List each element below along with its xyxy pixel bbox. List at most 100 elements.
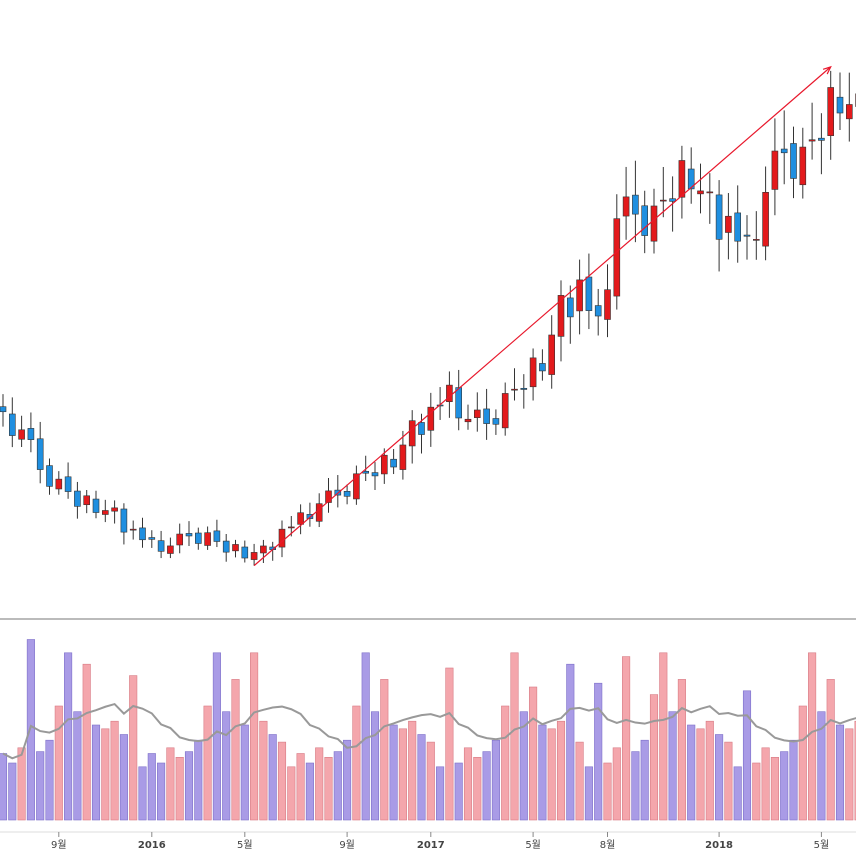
volume-bar [677,679,686,821]
volume-bar [436,766,445,821]
candle-body [548,334,556,375]
candle-body [529,357,537,388]
candle-body [585,276,593,311]
candle-body [557,295,565,337]
candle-body [129,528,137,531]
volume-bar [482,751,491,821]
volume-bar [463,747,473,821]
volume-moving-average [2,702,856,760]
candle-body [594,305,602,317]
volume-bar [212,652,221,821]
candle-body [102,510,109,515]
candle-body [604,289,611,320]
volume-bar [352,705,361,821]
candle-body [306,514,314,519]
candle-body [343,491,351,497]
volume-bar [538,724,547,821]
volume-bar [147,753,156,821]
x-tick-label: 8월 [600,839,616,851]
candle-body [18,429,25,440]
candle-body [399,444,407,470]
candle-body [697,190,704,195]
x-tick-label: 2016 [138,840,166,851]
volume-bar [696,728,705,821]
candle-body [706,191,714,194]
volume-bar [324,756,333,821]
candle-body [818,137,825,141]
volume-bar [231,679,240,821]
volume-bar [547,728,556,821]
volume-bar [129,675,138,821]
candle-body [185,533,193,537]
volume-bar [305,762,314,821]
volume-bar [705,720,714,821]
x-tick-label: 5월 [814,839,830,851]
volume-bar [845,728,854,821]
volume-bar [91,724,101,821]
candle-body [492,418,500,425]
candle-body [845,104,853,120]
candle-body [315,503,323,522]
volume-bar [733,766,742,821]
candle-body [0,406,7,413]
volume-bar [854,720,856,821]
candle-body [762,192,769,247]
volume-bar [194,739,203,821]
volume-bar [370,711,380,821]
candle-body [9,413,16,436]
volume-bar [184,751,194,821]
volume-bar [808,652,817,821]
volume-bar [259,720,268,821]
candle-body [64,476,72,492]
x-tick-label: 5월 [237,839,253,851]
candle-body [464,418,472,423]
volume-bar [622,656,631,821]
volume-bar [203,705,212,821]
candle-body [241,546,249,559]
volume-bar [631,751,640,821]
x-tick-label: 9월 [51,839,67,851]
volume-bar [491,739,500,821]
candle-body [576,279,583,312]
candle-body [92,498,100,513]
candle-body [771,150,779,190]
candle-body [83,495,90,506]
candle-body [380,454,388,475]
volume-bar [408,720,417,821]
x-tick-label: 9월 [339,839,355,851]
volume-bar [426,741,435,821]
candle-body [743,234,751,237]
candle-body [473,409,481,418]
candle-body [260,545,267,554]
volume-bar [45,739,54,821]
candle-body [427,406,435,431]
volume-bar [594,682,603,821]
candle-body [799,146,807,186]
candle-body [297,512,304,525]
volume-bar [668,711,677,821]
candle-body [659,199,667,202]
candle-body [836,96,844,114]
candle-body [204,532,211,546]
candle-body [139,527,146,541]
volume-bar [296,753,305,821]
volume-bar [36,751,45,821]
volume-bar [417,734,426,821]
candle-body [167,545,174,554]
candle-body [790,143,797,179]
candle-body [780,148,788,154]
volume-bar [110,720,119,821]
volume-bar [575,741,584,821]
candle-body [455,387,463,419]
price-panel [0,65,856,567]
volume-bar [73,711,82,821]
volume-bar [659,652,668,821]
volume-bar [17,747,26,821]
volume-bar [529,686,538,821]
volume-bar [222,711,231,821]
candle-body [232,544,239,552]
volume-bar [157,762,166,821]
candle-body [808,139,816,142]
candle-body [641,205,649,236]
